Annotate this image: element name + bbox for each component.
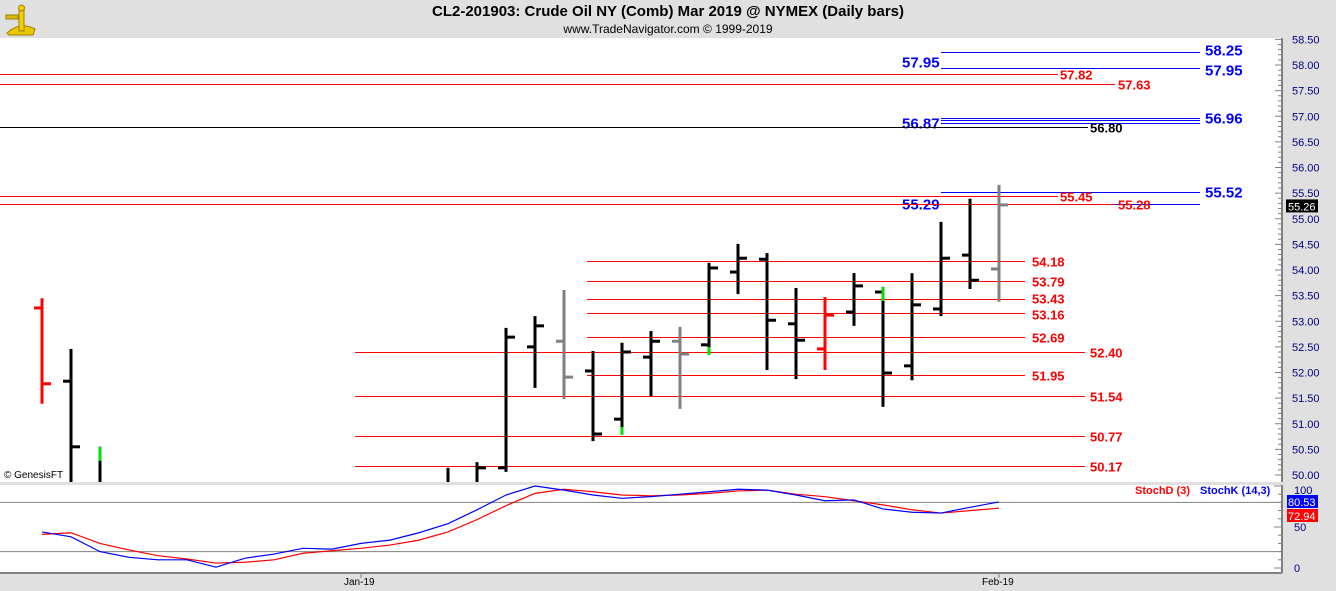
price-tick-label: 55.00 [1292, 214, 1320, 226]
level-label: 57.63 [1118, 78, 1151, 93]
level-label: 51.95 [1032, 369, 1065, 384]
stoch-legend-label: StochD (3) [1135, 485, 1190, 497]
price-tick-label: 50.50 [1292, 444, 1320, 456]
chart-title: CL2-201903: Crude Oil NY (Comb) Mar 2019… [432, 3, 904, 20]
price-tick-label: 57.00 [1292, 111, 1320, 123]
stoch-panel [0, 485, 1282, 573]
level-label: 50.77 [1090, 430, 1123, 445]
x-tick-label: Jan-19 [344, 577, 375, 588]
sextant-icon [5, 4, 36, 36]
stoch-tick-label: 0 [1294, 563, 1300, 575]
price-tick-label: 52.50 [1292, 342, 1320, 354]
level-label: 57.95 [1205, 63, 1243, 80]
level-left-label: 57.95 [902, 55, 940, 72]
x-tick-label: Feb-19 [982, 577, 1014, 588]
level-label: 53.43 [1032, 292, 1065, 307]
price-tick-label: 51.00 [1292, 419, 1320, 431]
price-tick-label: 54.00 [1292, 265, 1320, 277]
signal-marker [707, 347, 711, 356]
signal-marker [98, 446, 102, 461]
level-label: 55.45 [1060, 190, 1093, 205]
level-label: 56.80 [1090, 121, 1123, 136]
chart-subtitle: www.TradeNavigator.com © 1999-2019 [563, 22, 773, 36]
stoch-tick-label: 50 [1294, 522, 1306, 534]
stoch-last-box [1287, 495, 1318, 508]
last-price-box [1286, 199, 1318, 213]
level-label: 54.18 [1032, 255, 1065, 270]
stoch-line [41, 485, 1000, 568]
stoch-last-box [1287, 509, 1318, 522]
price-tick-label: 52.00 [1292, 368, 1320, 380]
price-tick-label: 53.50 [1292, 291, 1320, 303]
level-label: 55.52 [1205, 185, 1243, 202]
level-label: 52.40 [1090, 346, 1123, 361]
stoch-line [41, 488, 1000, 564]
level-label: 52.69 [1032, 331, 1065, 346]
price-tick-label: 58.50 [1292, 34, 1320, 46]
price-tick-label: 56.00 [1292, 163, 1320, 175]
signal-marker [881, 286, 885, 301]
level-label: 55.28 [1118, 198, 1151, 213]
price-tick-label: 55.50 [1292, 188, 1320, 200]
level-label: 57.82 [1060, 68, 1093, 83]
price-tick-label: 54.50 [1292, 239, 1320, 251]
price-panel [0, 38, 1282, 482]
level-left-label: 56.87 [902, 116, 940, 133]
signal-marker [620, 427, 624, 435]
price-tick-label: 57.50 [1292, 86, 1320, 98]
stoch-legend-label: StochK (14,3) [1200, 485, 1271, 497]
level-label: 58.25 [1205, 43, 1243, 60]
level-label: 53.16 [1032, 308, 1065, 323]
price-tick-label: 58.00 [1292, 60, 1320, 72]
price-tick-label: 53.00 [1292, 316, 1320, 328]
level-label: 53.79 [1032, 275, 1065, 290]
stoch-last-label: 80.53 [1288, 497, 1316, 509]
level-label: 56.96 [1205, 111, 1243, 128]
price-tick-label: 56.50 [1292, 137, 1320, 149]
copyright-label: © GenesisFT [4, 470, 63, 481]
level-label: 51.54 [1090, 390, 1123, 405]
level-label: 50.17 [1090, 460, 1123, 475]
price-tick-label: 50.00 [1292, 470, 1320, 482]
stoch-last-label: 72.94 [1288, 511, 1316, 523]
last-price-label: 55.26 [1288, 201, 1316, 213]
price-tick-label: 51.50 [1292, 393, 1320, 405]
stoch-tick-label: 100 [1294, 485, 1312, 497]
